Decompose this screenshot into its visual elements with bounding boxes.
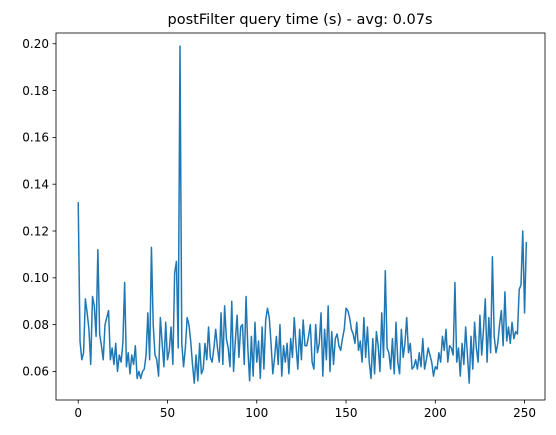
y-tick-label: 0.08 [22,318,49,332]
x-tick-label: 200 [424,406,447,420]
x-tick-label: 50 [160,406,175,420]
y-tick-label: 0.18 [22,84,49,98]
x-axis: 0 50 100 150 200 250 [74,400,536,420]
y-tick-label: 0.10 [22,271,49,285]
series-line [77,45,528,384]
x-tick-label: 100 [245,406,268,420]
plot-area [77,45,528,384]
y-tick-label: 0.20 [22,37,49,51]
y-tick-label: 0.16 [22,131,49,145]
axes-frame [55,32,546,401]
chart-title: postFilter query time (s) - avg: 0.07s [168,12,433,28]
x-tick-label: 0 [74,406,82,420]
y-tick-label: 0.14 [22,178,49,192]
y-tick-label: 0.12 [22,224,49,238]
x-tick-label: 150 [335,406,358,420]
x-tick-label: 250 [513,406,536,420]
y-tick-label: 0.06 [22,365,49,379]
y-axis: 0.06 0.08 0.10 0.12 0.14 0.16 0.18 0.20 [22,37,56,379]
